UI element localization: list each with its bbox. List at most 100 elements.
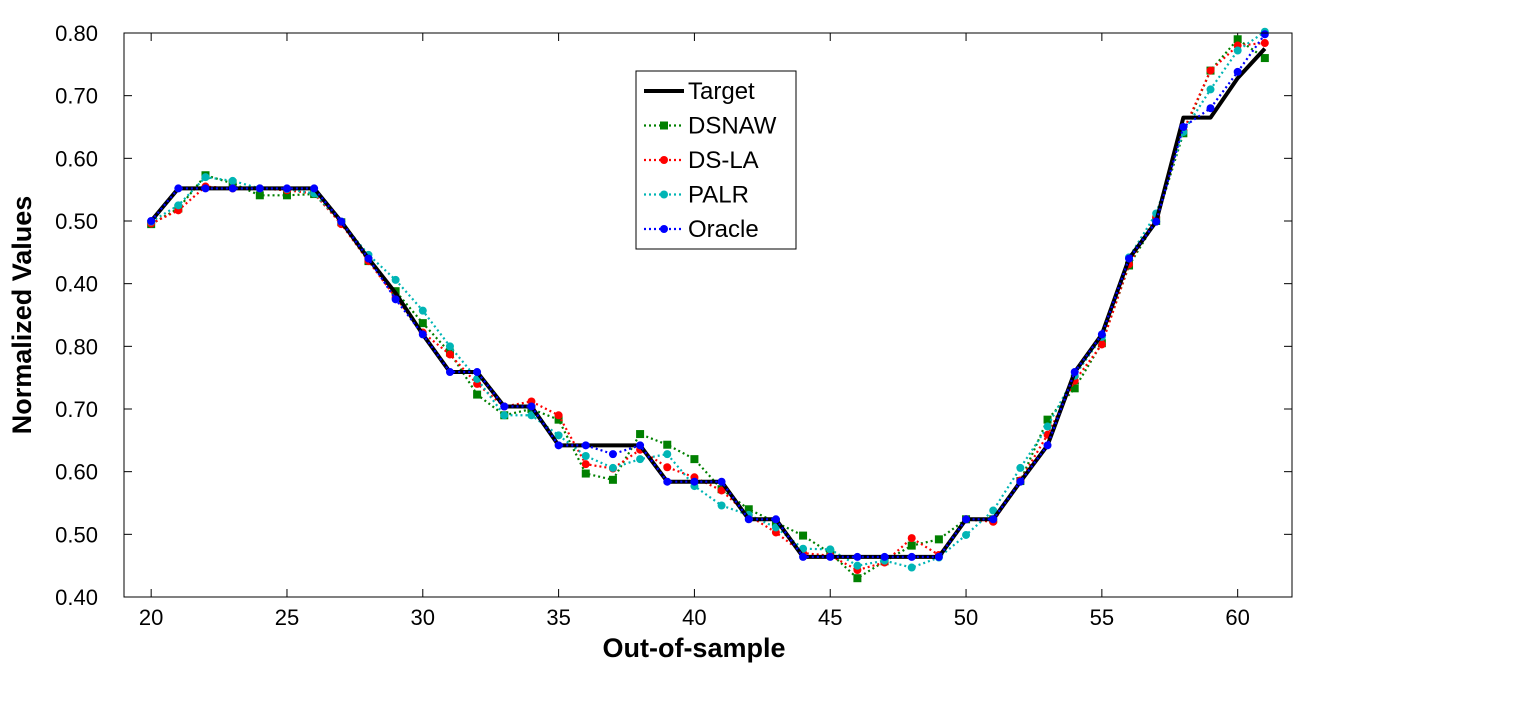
point-palr (1206, 85, 1215, 94)
point-dsnaw (907, 541, 916, 550)
point-oracle (418, 330, 427, 339)
point-oracle (690, 477, 699, 486)
point-dsnaw (581, 469, 590, 478)
point-palr (826, 545, 835, 554)
point-ds-la (663, 463, 672, 472)
x-tick-label: 50 (954, 605, 978, 630)
point-dsnaw (554, 415, 563, 424)
point-oracle (1260, 30, 1269, 39)
point-oracle (1097, 330, 1106, 339)
y-tick-label: 0.70 (55, 84, 98, 109)
point-oracle (1179, 123, 1188, 131)
point-oracle (147, 217, 156, 225)
legend-label: Target (688, 78, 755, 105)
point-oracle (201, 184, 210, 193)
point-ds-la (445, 350, 454, 359)
point-oracle (608, 450, 617, 459)
y-tick-labels: 0.40 0.50 0.60 0.70 0.80 0.40 0.50 0.60 0.70 0.80 (55, 21, 98, 610)
point-oracle (799, 552, 808, 561)
x-axis-title: Out-of-sample (602, 633, 785, 663)
point-oracle (1233, 67, 1242, 76)
point-dsnaw (799, 531, 808, 540)
y-tick-label: 0.60 (55, 146, 98, 171)
point-palr (853, 561, 862, 570)
y-tick-label: 0.40 (55, 585, 98, 610)
point-palr (581, 452, 590, 460)
point-ds-la (907, 534, 916, 543)
point-oracle (880, 552, 889, 561)
point-oracle (255, 184, 264, 193)
point-oracle (853, 552, 862, 561)
y-tick-label: 0.60 (55, 460, 98, 485)
legend-marker (660, 225, 668, 233)
point-ds-la (581, 460, 590, 469)
point-oracle (473, 368, 482, 377)
point-palr (636, 455, 645, 464)
y-tick-label: 0.80 (55, 334, 98, 359)
x-tick-label: 20 (139, 605, 163, 630)
point-ds-la (1206, 66, 1215, 75)
series-oracle (147, 30, 1269, 561)
point-oracle (1070, 368, 1079, 377)
legend-item-target: Target (644, 78, 755, 105)
point-palr (201, 173, 210, 182)
point-oracle (445, 368, 454, 377)
x-tick-label: 40 (682, 605, 706, 630)
point-palr (907, 563, 916, 572)
series-line-target (149, 47, 1267, 559)
point-dsnaw (663, 440, 672, 449)
point-oracle (1043, 441, 1052, 450)
point-oracle (581, 441, 590, 450)
point-oracle (310, 184, 319, 193)
point-oracle (962, 515, 971, 524)
point-dsnaw (1233, 35, 1242, 44)
y-tick-label: 0.80 (55, 21, 98, 46)
point-oracle (826, 552, 835, 561)
point-ds-la (1097, 340, 1106, 349)
legend-label: DS-LA (688, 147, 759, 174)
point-ds-la (554, 411, 563, 420)
point-dsnaw (418, 319, 427, 328)
legend-marker (660, 121, 668, 130)
point-palr (445, 342, 454, 351)
point-oracle (717, 477, 726, 486)
point-palr (391, 275, 400, 284)
point-oracle (1206, 104, 1215, 113)
legend-entries: Target DSNAW DS-LA PALR Oracle (644, 78, 777, 243)
point-oracle (500, 402, 509, 411)
legend-item-dsnaw: DSNAW (644, 113, 777, 140)
legend-label: DSNAW (688, 113, 777, 140)
point-oracle (636, 441, 645, 450)
legend-label: Oracle (688, 216, 759, 243)
point-oracle (1125, 254, 1134, 263)
point-palr (174, 201, 183, 210)
point-palr (962, 530, 971, 539)
point-palr (1016, 463, 1025, 472)
point-dsnaw (608, 475, 617, 484)
point-oracle (554, 441, 563, 450)
plot-frame (123, 32, 1293, 598)
x-tick-label: 55 (1090, 605, 1114, 630)
x-tick-labels: 20 25 30 35 40 45 50 55 60 (139, 605, 1250, 630)
legend-item-palr: PALR (644, 182, 749, 209)
point-oracle (391, 295, 400, 304)
point-oracle (663, 477, 672, 486)
legend-marker (660, 156, 668, 164)
x-tick-label: 35 (546, 605, 570, 630)
point-palr (717, 501, 726, 510)
legend-item-ds-la: DS-LA (644, 147, 759, 174)
point-palr (228, 176, 237, 185)
point-dsnaw (1070, 384, 1079, 393)
legend-label: PALR (688, 182, 749, 209)
point-palr (1233, 46, 1242, 55)
point-oracle (527, 402, 536, 411)
point-dsnaw (473, 390, 482, 399)
point-oracle (364, 254, 373, 263)
point-oracle (1152, 217, 1161, 226)
point-ds-la (1260, 39, 1269, 48)
point-oracle (907, 552, 916, 561)
point-oracle (337, 217, 346, 226)
point-oracle (228, 184, 237, 193)
point-palr (418, 306, 427, 315)
